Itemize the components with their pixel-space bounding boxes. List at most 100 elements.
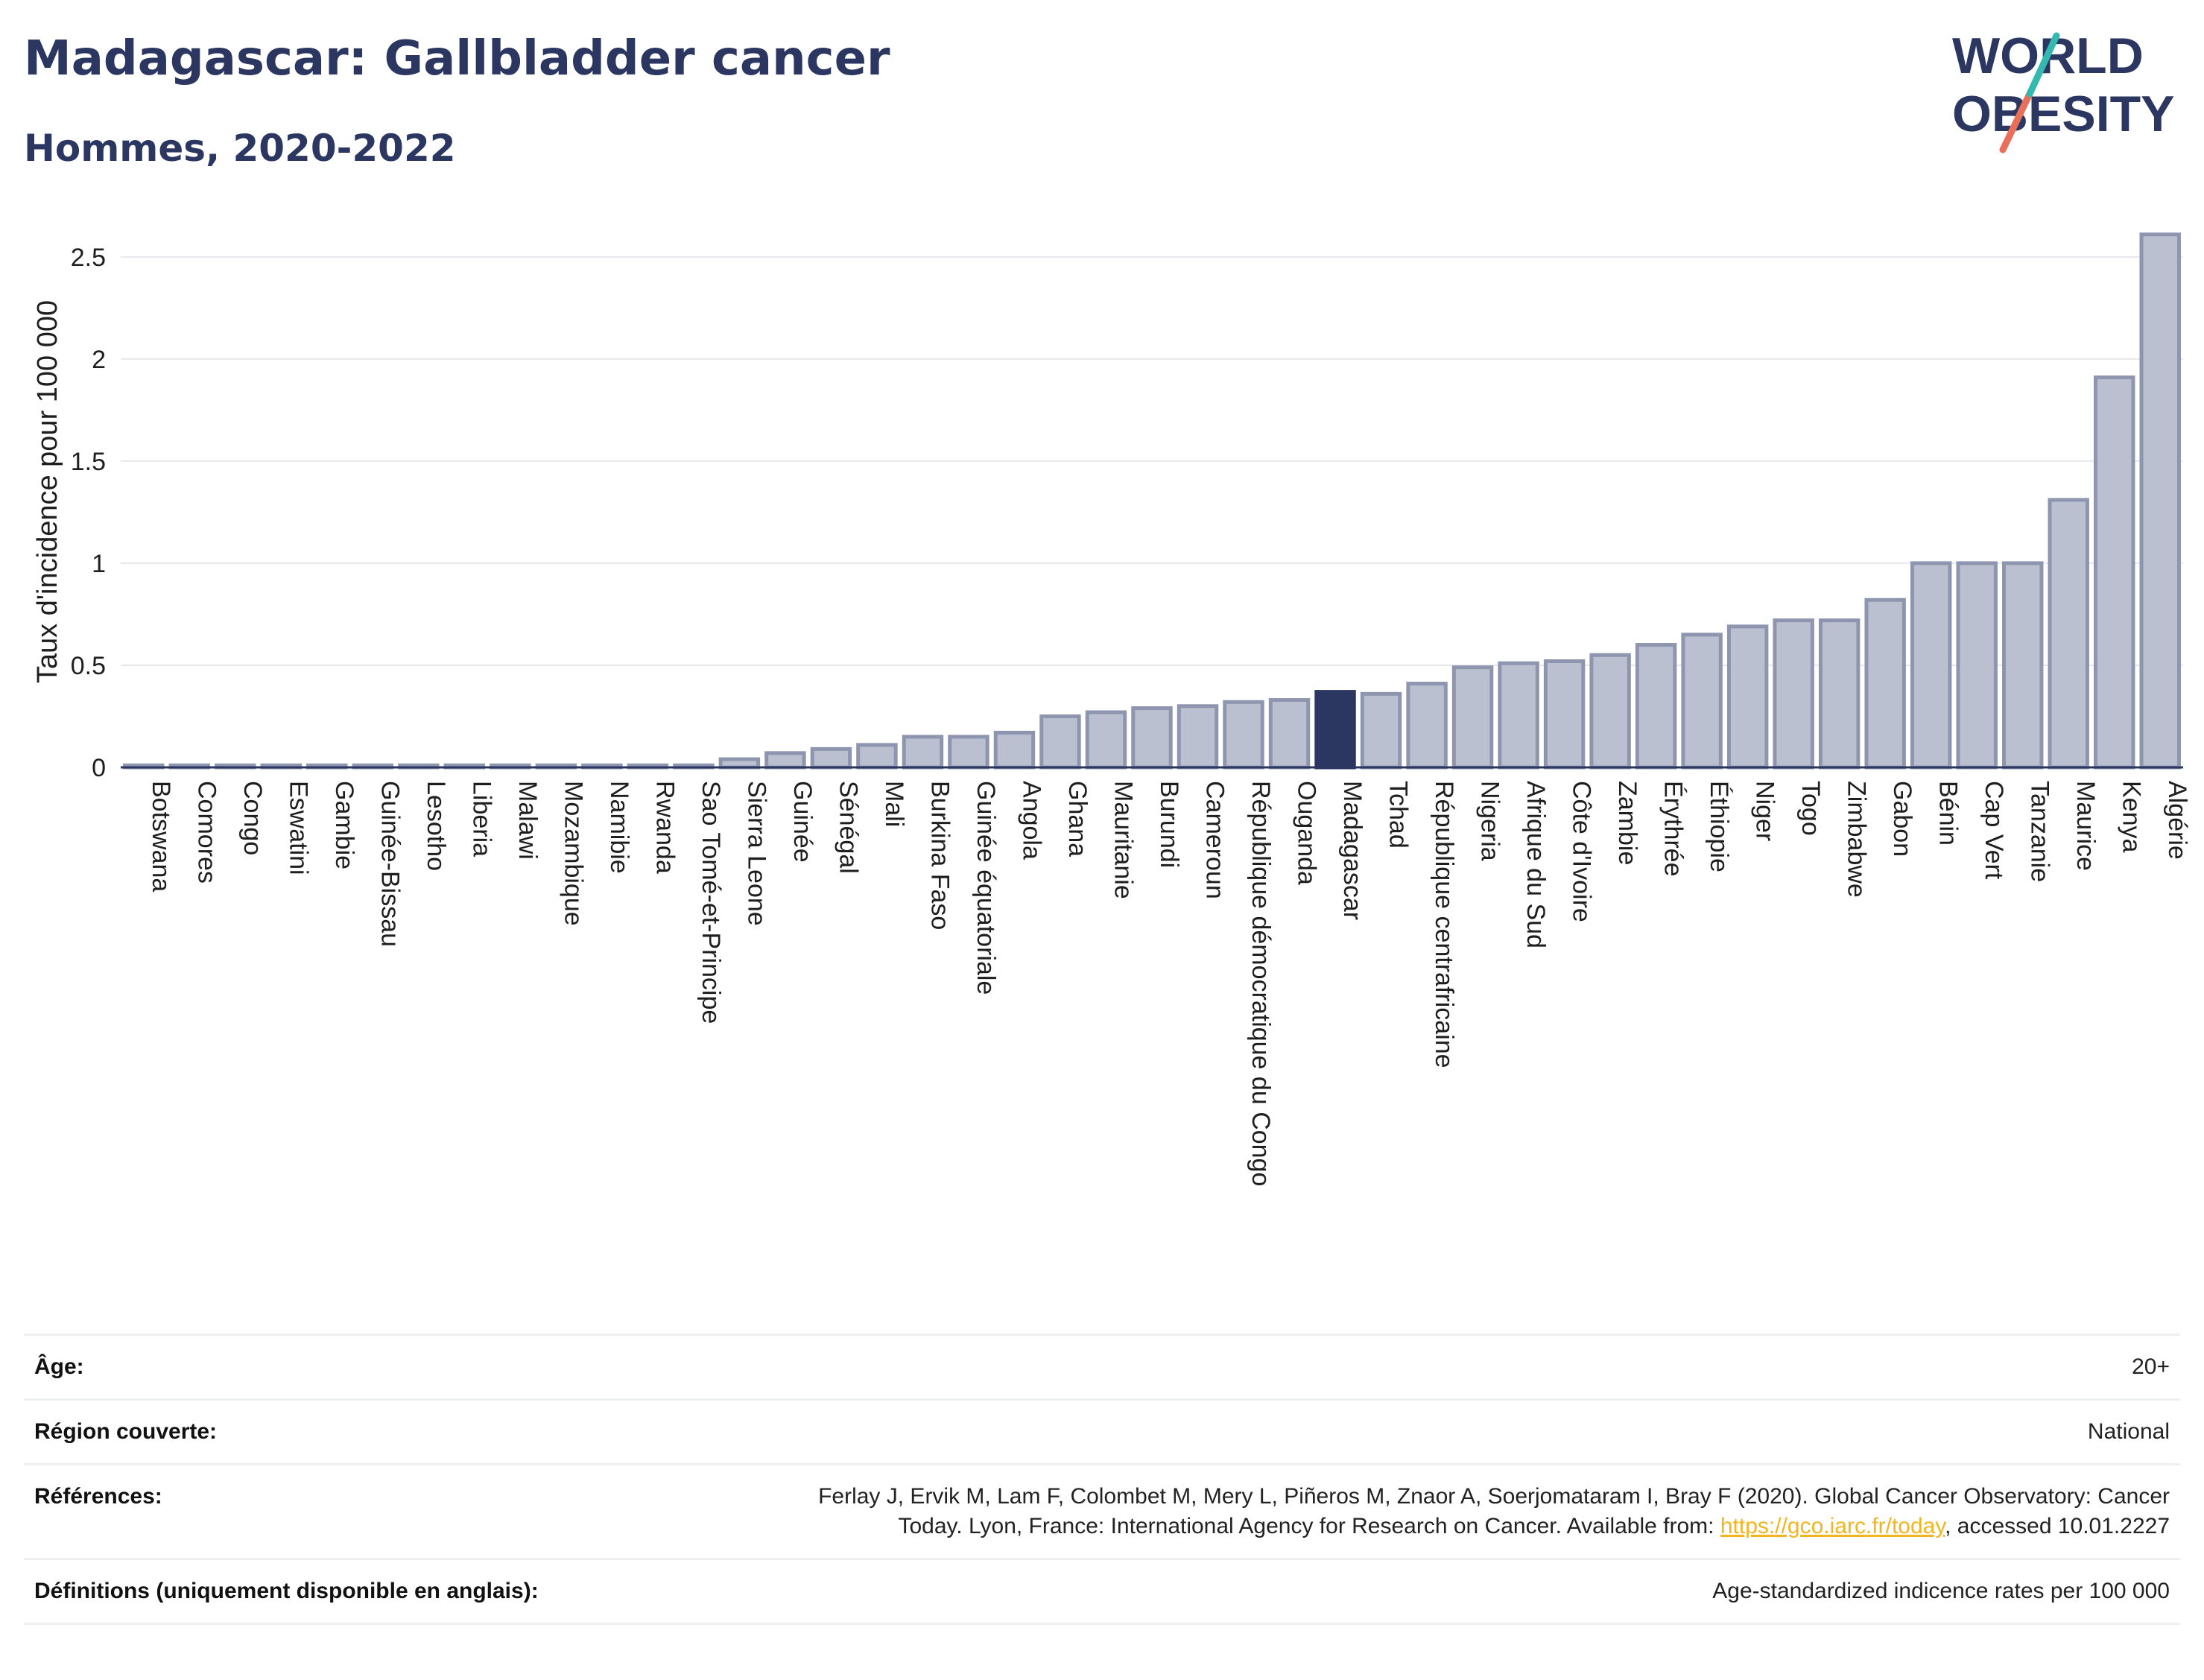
definitions-label: Définitions (uniquement disponible en an…	[34, 1579, 539, 1603]
bar-cap-vert[interactable]	[1956, 561, 1998, 770]
bar-zambie[interactable]	[1589, 653, 1631, 770]
x-tick-label: Nigeria	[1476, 781, 1504, 861]
logo-line2: OBESITY	[1952, 86, 2175, 142]
x-tick-label: Comores	[192, 781, 221, 884]
x-tick-label: Mauritanie	[1109, 781, 1137, 899]
x-tick-label: Liberia	[467, 781, 495, 857]
bar-nigeria[interactable]	[1451, 665, 1494, 770]
x-tick-label: Guinée-Bissau	[376, 781, 404, 947]
y-axis-label: Taux d'incidence pour 100 000	[32, 300, 63, 683]
y-tick-label: 0.5	[71, 652, 106, 680]
references-link[interactable]: https://gco.iarc.fr/today	[1720, 1514, 1945, 1538]
bar-alg-rie[interactable]	[2139, 232, 2181, 770]
meta-row-region: Région couverte: National	[24, 1398, 2180, 1463]
bar-s-n-gal[interactable]	[810, 747, 852, 770]
x-tick-label: Mali	[880, 781, 908, 827]
x-axis-labels: Botswana Comores Congo Eswatini Gambie Guinée…	[147, 781, 2191, 1186]
x-tick-label: Sao Tomé-et-Principe	[697, 781, 725, 1024]
x-tick-label: Cap Vert	[1980, 781, 2008, 880]
x-tick-label: Tanzanie	[2026, 781, 2054, 882]
x-tick-label: Bénin	[1934, 781, 1963, 846]
references-line1: Ferlay J, Ervik M, Lam F, Colombet M, Me…	[818, 1484, 2170, 1509]
bar--thiopie[interactable]	[1681, 633, 1723, 770]
metadata-table: Âge: 20+ Région couverte: National Référ…	[24, 1334, 2180, 1625]
world-obesity-logo: WORLD OBESITY	[1952, 28, 2175, 153]
x-tick-label: Algérie	[2163, 781, 2191, 860]
x-tick-label: Érythrée	[1659, 781, 1688, 877]
bar-togo[interactable]	[1773, 618, 1814, 770]
bar--rythr-e[interactable]	[1635, 643, 1677, 770]
age-value: 20+	[2132, 1354, 2170, 1379]
y-tick-label: 1	[92, 550, 106, 578]
y-tick-label: 2.5	[71, 244, 106, 272]
x-tick-label: Maurice	[2071, 781, 2100, 871]
bar-ouganda[interactable]	[1268, 698, 1311, 770]
bar-r-publique-centrafricaine[interactable]	[1406, 682, 1448, 770]
bar-gabon[interactable]	[1864, 597, 1906, 770]
x-tick-label: Côte d'Ivoire	[1568, 781, 1596, 922]
references-line2-pre: Today. Lyon, France: International Agenc…	[898, 1514, 1720, 1538]
chart-subtitle: Hommes, 2020-2022	[24, 127, 456, 170]
x-tick-label: Burkina Faso	[925, 781, 954, 930]
x-tick-label: Congo	[238, 781, 267, 855]
x-tick-label: Cameroun	[1201, 781, 1229, 899]
bar-guin-e[interactable]	[764, 751, 806, 770]
x-tick-label: Ouganda	[1293, 781, 1321, 885]
x-tick-label: Mozambique	[559, 781, 587, 926]
x-tick-label: Tchad	[1384, 781, 1413, 849]
bar-angola[interactable]	[993, 730, 1036, 770]
x-tick-label: Ghana	[1063, 781, 1092, 857]
x-tick-label: Gambie	[330, 781, 358, 869]
bar-burundi[interactable]	[1131, 706, 1173, 770]
y-tick-label: 2	[92, 346, 106, 374]
x-tick-label: Afrique du Sud	[1521, 781, 1550, 948]
bar-tanzanie[interactable]	[2001, 561, 2044, 770]
x-tick-label: Rwanda	[650, 781, 679, 874]
y-tick-label: 0	[92, 754, 106, 782]
bar-guin-e-quatoriale[interactable]	[948, 735, 989, 770]
bar-tchad[interactable]	[1360, 691, 1402, 770]
bar-maurice[interactable]	[2048, 498, 2089, 770]
bar-c-te-d-ivoire[interactable]	[1543, 659, 1586, 770]
chart-title: Madagascar: Gallbladder cancer	[24, 31, 890, 86]
x-tick-label: Malawi	[513, 781, 542, 860]
x-tick-label: Burundi	[1155, 781, 1183, 868]
bar-mali[interactable]	[856, 743, 898, 770]
x-tick-label: République démocratique du Congo	[1247, 781, 1275, 1186]
x-tick-label: Namibie	[605, 781, 633, 874]
bar-cameroun[interactable]	[1177, 704, 1219, 770]
x-tick-label: Sierra Leone	[742, 781, 770, 926]
x-tick-label: Zambie	[1613, 781, 1641, 865]
bar-zimbabwe[interactable]	[1818, 618, 1861, 770]
bar-b-nin[interactable]	[1910, 561, 1952, 770]
x-tick-label: République centrafricaine	[1430, 781, 1458, 1068]
bar-ghana[interactable]	[1039, 714, 1081, 770]
y-axis-ticks: 0 0.5 1 1.5 2 2.5	[71, 244, 106, 782]
references-label: Références:	[34, 1484, 162, 1509]
definitions-value: Age-standardized indicence rates per 100…	[1712, 1579, 2170, 1603]
x-tick-label: Zimbabwe	[1843, 781, 1871, 898]
x-tick-label: Madagascar	[1338, 781, 1367, 920]
x-tick-label: Éthiopie	[1705, 781, 1733, 872]
region-value: National	[2087, 1419, 2170, 1444]
x-tick-label: Sénégal	[834, 781, 862, 874]
meta-row-definitions: Définitions (uniquement disponible en an…	[24, 1558, 2180, 1625]
bar-madagascar[interactable]	[1314, 690, 1356, 770]
bar-kenya[interactable]	[2094, 375, 2135, 770]
x-tick-label: Botswana	[147, 781, 175, 892]
x-tick-label: Guinée équatoriale	[972, 781, 1000, 995]
age-label: Âge:	[34, 1354, 84, 1379]
bar-r-publique-d-mocratique-du-congo[interactable]	[1223, 700, 1264, 770]
meta-row-references: Références: Ferlay J, Ervik M, Lam F, Co…	[24, 1463, 2180, 1558]
x-tick-label: Eswatini	[284, 781, 312, 875]
bar-niger[interactable]	[1726, 624, 1769, 770]
y-tick-label: 1.5	[71, 448, 106, 476]
bar-burkina-faso[interactable]	[902, 735, 944, 770]
x-tick-label: Togo	[1796, 781, 1825, 836]
x-tick-label: Kenya	[2118, 781, 2146, 852]
bar-afrique-du-sud[interactable]	[1498, 661, 1539, 770]
x-tick-label: Lesotho	[422, 781, 450, 871]
bar-mauritanie[interactable]	[1085, 710, 1127, 770]
bar-sierra-leone[interactable]	[718, 757, 761, 770]
region-label: Région couverte:	[34, 1419, 218, 1444]
